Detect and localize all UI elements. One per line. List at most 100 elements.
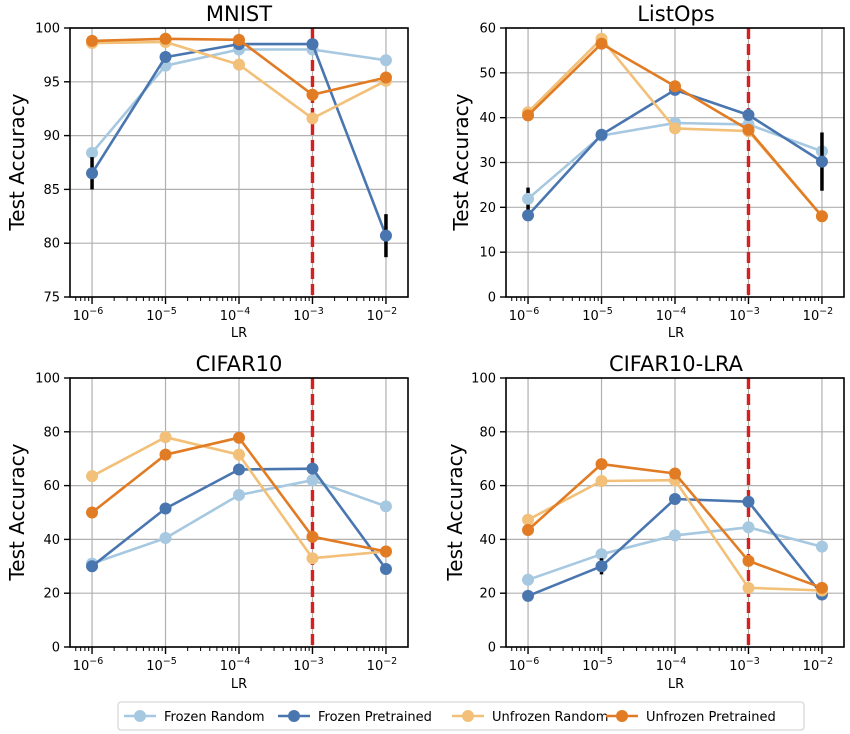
x-tick-label: 10−6 — [73, 306, 104, 324]
data-point — [742, 521, 755, 534]
y-tick-label: 75 — [43, 291, 60, 306]
y-tick-label: 60 — [43, 479, 60, 494]
x-axis-label: LR — [668, 326, 684, 341]
data-point — [522, 109, 535, 122]
y-tick-label: 40 — [479, 533, 496, 548]
series-unfrozen-random — [522, 474, 828, 597]
data-point — [306, 474, 319, 487]
data-point — [379, 54, 392, 67]
y-tick-label: 100 — [471, 372, 496, 387]
y-tick-label: 80 — [43, 237, 60, 252]
y-tick-label: 60 — [479, 479, 496, 494]
series-unfrozen-pretrained — [86, 32, 392, 101]
y-tick-label: 20 — [43, 587, 60, 602]
data-point — [669, 529, 681, 542]
data-point — [669, 122, 681, 135]
panel-title: ListOps — [637, 2, 715, 26]
data-point — [379, 229, 392, 242]
data-point — [669, 493, 681, 506]
panel-listops: ListOps Test Accuracy LR 10−6 10−5 10−4 10−… — [449, 2, 845, 341]
data-point — [742, 495, 755, 508]
data-point — [522, 573, 535, 586]
legend-item-frozen-pretrained: Frozen Pretrained — [278, 710, 432, 725]
plot-area: 10−6 10−5 10−4 10−3 10−2 75 80 85 90 95 100 — [35, 22, 409, 324]
data-point — [379, 545, 392, 558]
data-point — [86, 506, 99, 519]
panel-title: MNIST — [206, 2, 272, 26]
plot-frame — [505, 377, 845, 648]
plot-area: 10−6 10−5 10−4 10−3 10−2 0 20 40 60 80 100 — [35, 372, 409, 674]
x-tick-label: 10−3 — [293, 656, 324, 674]
y-tick-label: 40 — [479, 111, 496, 126]
data-point — [595, 128, 608, 141]
x-tick-label: 10−3 — [729, 306, 760, 324]
data-point — [815, 540, 828, 553]
legend-item-frozen-random: Frozen Random — [124, 710, 265, 725]
data-point — [815, 581, 828, 594]
panel-title: CIFAR10-LRA — [609, 352, 744, 376]
data-point — [742, 581, 755, 594]
y-tick-label: 20 — [479, 587, 496, 602]
plot-frame — [505, 27, 845, 298]
legend-marker — [134, 710, 146, 722]
legend-label: Unfrozen Pretrained — [646, 710, 776, 725]
y-tick-label: 20 — [479, 201, 496, 216]
data-point — [233, 489, 245, 502]
panel-title: CIFAR10 — [196, 352, 283, 376]
x-tick-label: 10−2 — [367, 306, 398, 324]
series-unfrozen-random — [86, 431, 392, 565]
data-point — [669, 467, 681, 480]
data-point — [233, 33, 245, 46]
data-point — [159, 51, 172, 64]
data-point — [159, 532, 172, 545]
legend-marker — [288, 710, 300, 722]
data-point — [233, 431, 245, 444]
data-point — [159, 431, 172, 444]
data-point — [379, 500, 392, 513]
data-point — [522, 589, 535, 602]
y-tick-label: 0 — [52, 641, 60, 656]
data-point — [742, 123, 755, 136]
data-point — [306, 38, 319, 51]
series-unfrozen-pretrained — [522, 37, 828, 223]
y-axis-label: Test Accuracy — [449, 93, 473, 231]
data-point — [306, 88, 319, 101]
y-axis-label: Test Accuracy — [5, 93, 29, 231]
data-point — [595, 548, 608, 561]
data-point — [86, 470, 99, 483]
y-tick-label: 0 — [488, 641, 496, 656]
x-tick-label: 10−4 — [220, 306, 251, 324]
panel-cifar10-lra: CIFAR10-LRA Test Accuracy LR 10−6 10−5 10−… — [443, 352, 845, 692]
x-axis-label: LR — [231, 677, 247, 692]
data-point — [379, 71, 392, 84]
data-point — [86, 560, 99, 573]
x-tick-label: 10−6 — [73, 656, 104, 674]
data-point — [595, 475, 608, 488]
x-tick-label: 10−2 — [803, 306, 834, 324]
data-point — [815, 210, 828, 223]
data-point — [86, 146, 99, 159]
data-point — [86, 167, 99, 180]
x-tick-label: 10−4 — [220, 656, 251, 674]
data-point — [815, 155, 828, 168]
x-tick-label: 10−3 — [729, 656, 760, 674]
x-tick-label: 10−2 — [367, 656, 398, 674]
plot-frame — [69, 27, 409, 298]
y-tick-label: 10 — [479, 246, 496, 261]
panel-mnist: MNIST Test Accuracy LR 10−6 10−5 10−4 10−3 1… — [5, 2, 409, 341]
x-tick-label: 10−6 — [509, 656, 540, 674]
y-axis-label: Test Accuracy — [443, 443, 467, 581]
x-axis-label: LR — [231, 326, 247, 341]
data-point — [669, 80, 681, 93]
data-point — [306, 530, 319, 543]
data-point — [522, 192, 535, 205]
x-tick-label: 10−5 — [582, 656, 613, 674]
plot-frame — [69, 377, 409, 648]
data-point — [159, 32, 172, 45]
x-tick-label: 10−4 — [656, 656, 687, 674]
data-point — [522, 513, 535, 526]
x-tick-label: 10−6 — [509, 306, 540, 324]
data-point — [595, 560, 608, 573]
legend-item-unfrozen-pretrained: Unfrozen Pretrained — [606, 710, 776, 725]
data-point — [306, 462, 319, 475]
